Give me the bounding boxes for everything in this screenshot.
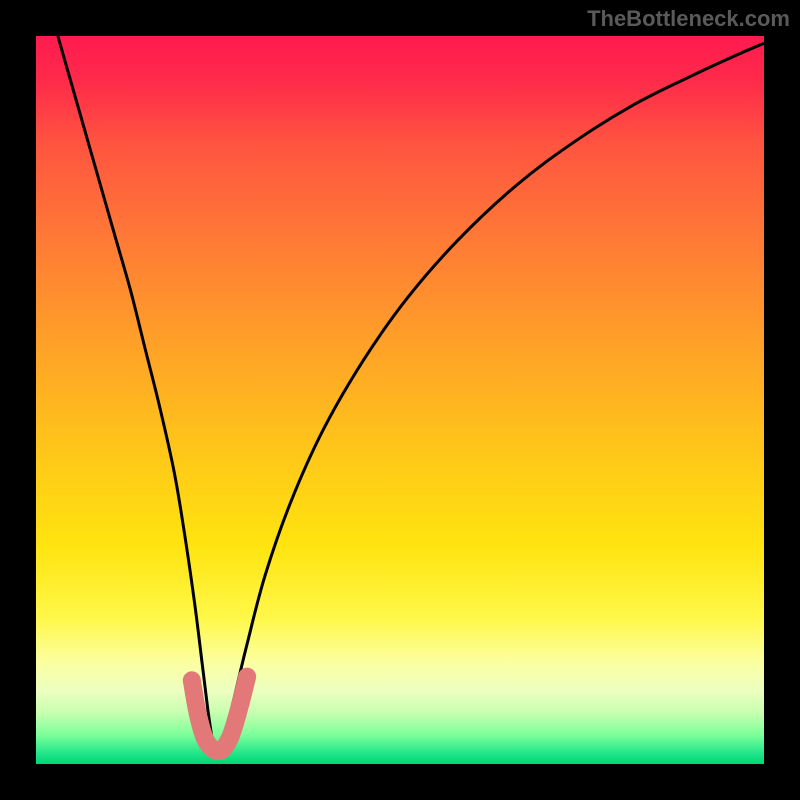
canvas: TheBottleneck.com xyxy=(0,0,800,800)
bottleneck-curve xyxy=(58,36,764,753)
optimal-range-marker xyxy=(192,677,247,752)
watermark-text: TheBottleneck.com xyxy=(587,6,790,32)
curve-layer xyxy=(0,0,800,800)
